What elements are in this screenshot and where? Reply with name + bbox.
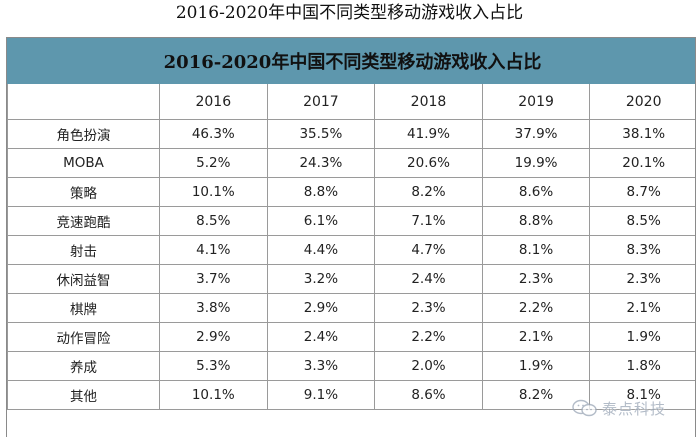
category-cell: 射击: [7, 235, 160, 265]
value-cell: 2.4%: [266, 322, 376, 352]
value-cell: 20.6%: [374, 148, 483, 178]
value-cell: 3.8%: [159, 293, 268, 323]
header-cell-year: 2016: [159, 83, 268, 120]
value-cell: 10.1%: [159, 177, 268, 207]
table-row: 射击 4.1% 4.4% 4.7% 8.1% 8.3%: [7, 235, 695, 265]
category-cell: 策略: [7, 177, 160, 207]
header-cell-year: 2018: [374, 83, 483, 120]
value-cell: 4.7%: [374, 235, 483, 265]
value-cell: 1.9%: [589, 322, 695, 352]
value-cell: 2.2%: [481, 293, 591, 323]
value-cell: 6.1%: [266, 206, 376, 236]
value-cell: 8.8%: [481, 206, 591, 236]
table-title: 2016-2020年中国不同类型移动游戏收入占比: [7, 38, 695, 84]
table-row: 角色扮演 46.3% 35.5% 41.9% 37.9% 38.1%: [7, 119, 695, 149]
category-cell: 动作冒险: [7, 322, 160, 352]
value-cell: 9.1%: [266, 380, 376, 410]
value-cell: 10.1%: [159, 380, 268, 410]
value-cell: 37.9%: [481, 119, 591, 149]
value-cell: 3.3%: [266, 351, 376, 381]
value-cell: 8.3%: [589, 235, 695, 265]
table-row: 棋牌 3.8% 2.9% 2.3% 2.2% 2.1%: [7, 293, 695, 323]
value-cell: 8.6%: [374, 380, 483, 410]
value-cell: 20.1%: [589, 148, 695, 178]
value-cell: 46.3%: [159, 119, 268, 149]
category-cell: 角色扮演: [7, 119, 160, 149]
value-cell: 3.7%: [159, 264, 268, 294]
table-row: MOBA 5.2% 24.3% 20.6% 19.9% 20.1%: [7, 148, 695, 178]
category-cell: 棋牌: [7, 293, 160, 323]
category-cell: 养成: [7, 351, 160, 381]
category-cell: MOBA: [7, 148, 160, 178]
header-cell-year: 2017: [266, 83, 376, 120]
category-cell: 竞速跑酷: [7, 206, 160, 236]
table-title-row: 2016-2020年中国不同类型移动游戏收入占比: [7, 38, 695, 84]
watermark: 泰点科技: [572, 396, 696, 420]
value-cell: 2.1%: [589, 293, 695, 323]
table-header-row: 2016 2017 2018 2019 2020: [7, 83, 695, 120]
table-row: 策略 10.1% 8.8% 8.2% 8.6% 8.7%: [7, 177, 695, 207]
value-cell: 7.1%: [374, 206, 483, 236]
table-row: 养成 5.3% 3.3% 2.0% 1.9% 1.8%: [7, 351, 695, 381]
value-cell: 4.4%: [266, 235, 376, 265]
value-cell: 8.5%: [589, 206, 695, 236]
category-cell: 休闲益智: [7, 264, 160, 294]
header-cell-year: 2019: [481, 83, 591, 120]
value-cell: 2.1%: [481, 322, 591, 352]
value-cell: 41.9%: [374, 119, 483, 149]
value-cell: 2.3%: [374, 293, 483, 323]
value-cell: 5.3%: [159, 351, 268, 381]
page-title: 2016-2020年中国不同类型移动游戏收入占比: [175, 3, 524, 23]
table-row: 动作冒险 2.9% 2.4% 2.2% 2.1% 1.9%: [7, 322, 695, 352]
value-cell: 8.1%: [481, 235, 591, 265]
header-cell-blank: [7, 83, 160, 120]
value-cell: 3.2%: [266, 264, 376, 294]
table-row: 其他 10.1% 9.1% 8.6% 8.2% 8.1%: [7, 380, 695, 410]
value-cell: 2.0%: [374, 351, 483, 381]
watermark-text: 泰点科技: [602, 399, 667, 418]
value-cell: 19.9%: [481, 148, 591, 178]
category-cell: 其他: [7, 380, 160, 410]
value-cell: 8.1%: [589, 380, 695, 410]
value-cell: 35.5%: [266, 119, 376, 149]
table-row: 休闲益智 3.7% 3.2% 2.4% 2.3% 2.3%: [7, 264, 695, 294]
data-table-container: 2016-2020年中国不同类型移动游戏收入占比 2016 2017 2018 201…: [6, 37, 696, 437]
value-cell: 2.2%: [374, 322, 483, 352]
value-cell: 8.6%: [481, 177, 591, 207]
value-cell: 8.5%: [159, 206, 268, 236]
value-cell: 2.9%: [266, 293, 376, 323]
value-cell: 8.2%: [374, 177, 483, 207]
value-cell: 2.4%: [374, 264, 483, 294]
value-cell: 8.7%: [589, 177, 695, 207]
value-cell: 38.1%: [589, 119, 695, 149]
revenue-share-table: 2016-2020年中国不同类型移动游戏收入占比 2016 2017 2018 201…: [7, 38, 695, 410]
value-cell: 1.8%: [589, 351, 695, 381]
value-cell: 2.3%: [589, 264, 695, 294]
value-cell: 4.1%: [159, 235, 268, 265]
wechat-icon: [572, 399, 597, 417]
value-cell: 2.3%: [481, 264, 591, 294]
value-cell: 5.2%: [159, 148, 268, 178]
value-cell: 8.8%: [266, 177, 376, 207]
value-cell: 1.9%: [481, 351, 591, 381]
value-cell: 2.9%: [159, 322, 268, 352]
header-cell-year: 2020: [589, 83, 695, 120]
table-row: 竞速跑酷 8.5% 6.1% 7.1% 8.8% 8.5%: [7, 206, 695, 236]
value-cell: 24.3%: [266, 148, 376, 178]
